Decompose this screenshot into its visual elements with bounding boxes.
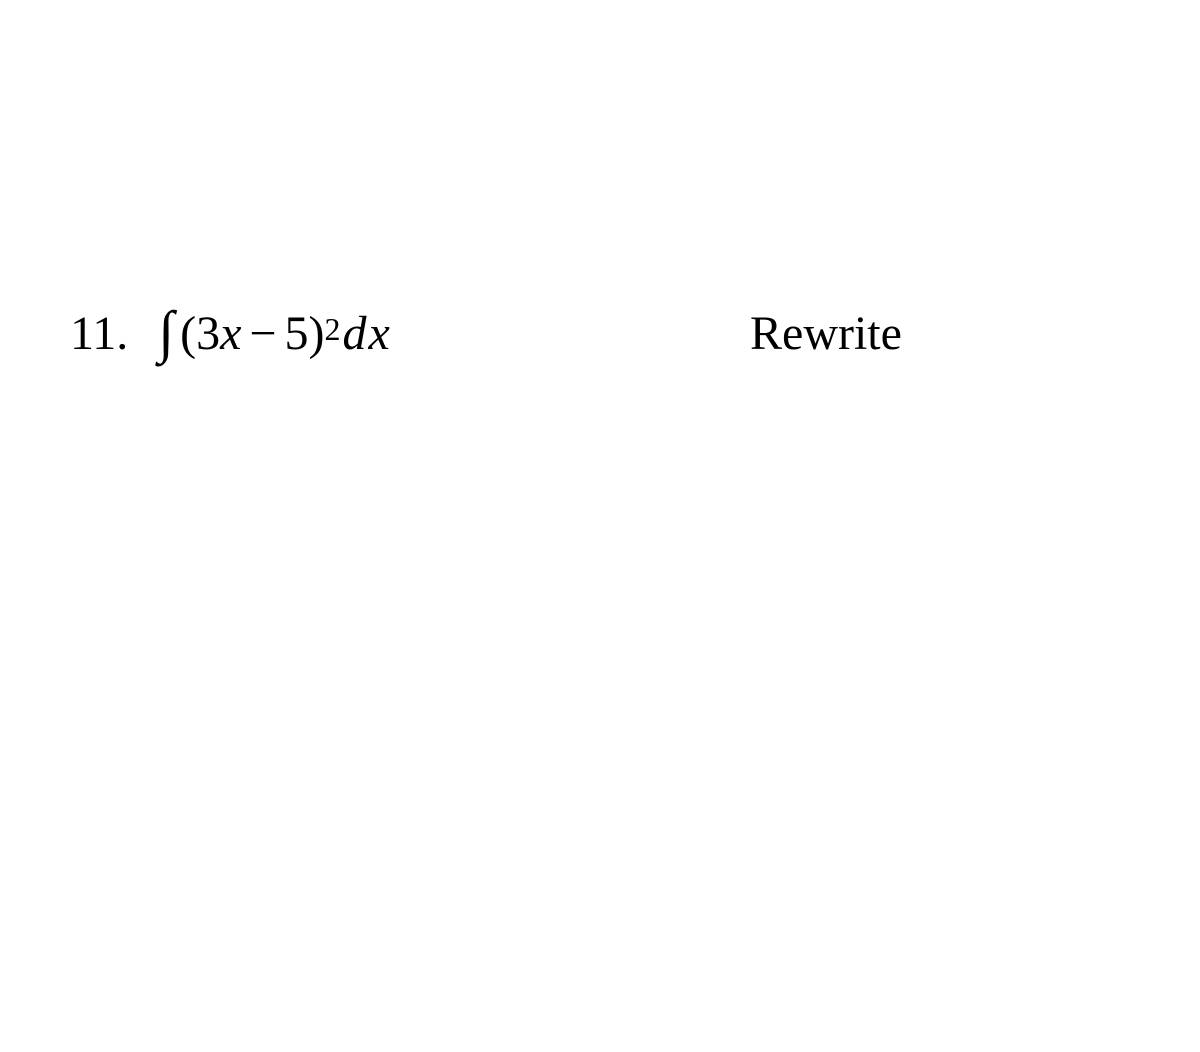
differential-x: x bbox=[368, 306, 389, 361]
open-paren: ( bbox=[180, 306, 196, 361]
constant-5: 5 bbox=[284, 306, 308, 361]
exponent-2: 2 bbox=[324, 311, 340, 348]
coefficient-3: 3 bbox=[196, 306, 220, 361]
integral-symbol: ∫ bbox=[158, 298, 174, 365]
instruction-label: Rewrite bbox=[750, 306, 902, 361]
differential-d: d bbox=[342, 306, 366, 361]
minus-operator: − bbox=[249, 306, 276, 361]
integral-expression: ∫ ( 3 x − 5 ) 2 d x bbox=[158, 300, 390, 367]
problem-number: 11. bbox=[70, 306, 128, 361]
problem-row: 11. ∫ ( 3 x − 5 ) 2 d x Rewrite bbox=[0, 300, 1200, 367]
variable-x: x bbox=[220, 306, 241, 361]
close-paren: ) bbox=[308, 306, 324, 361]
